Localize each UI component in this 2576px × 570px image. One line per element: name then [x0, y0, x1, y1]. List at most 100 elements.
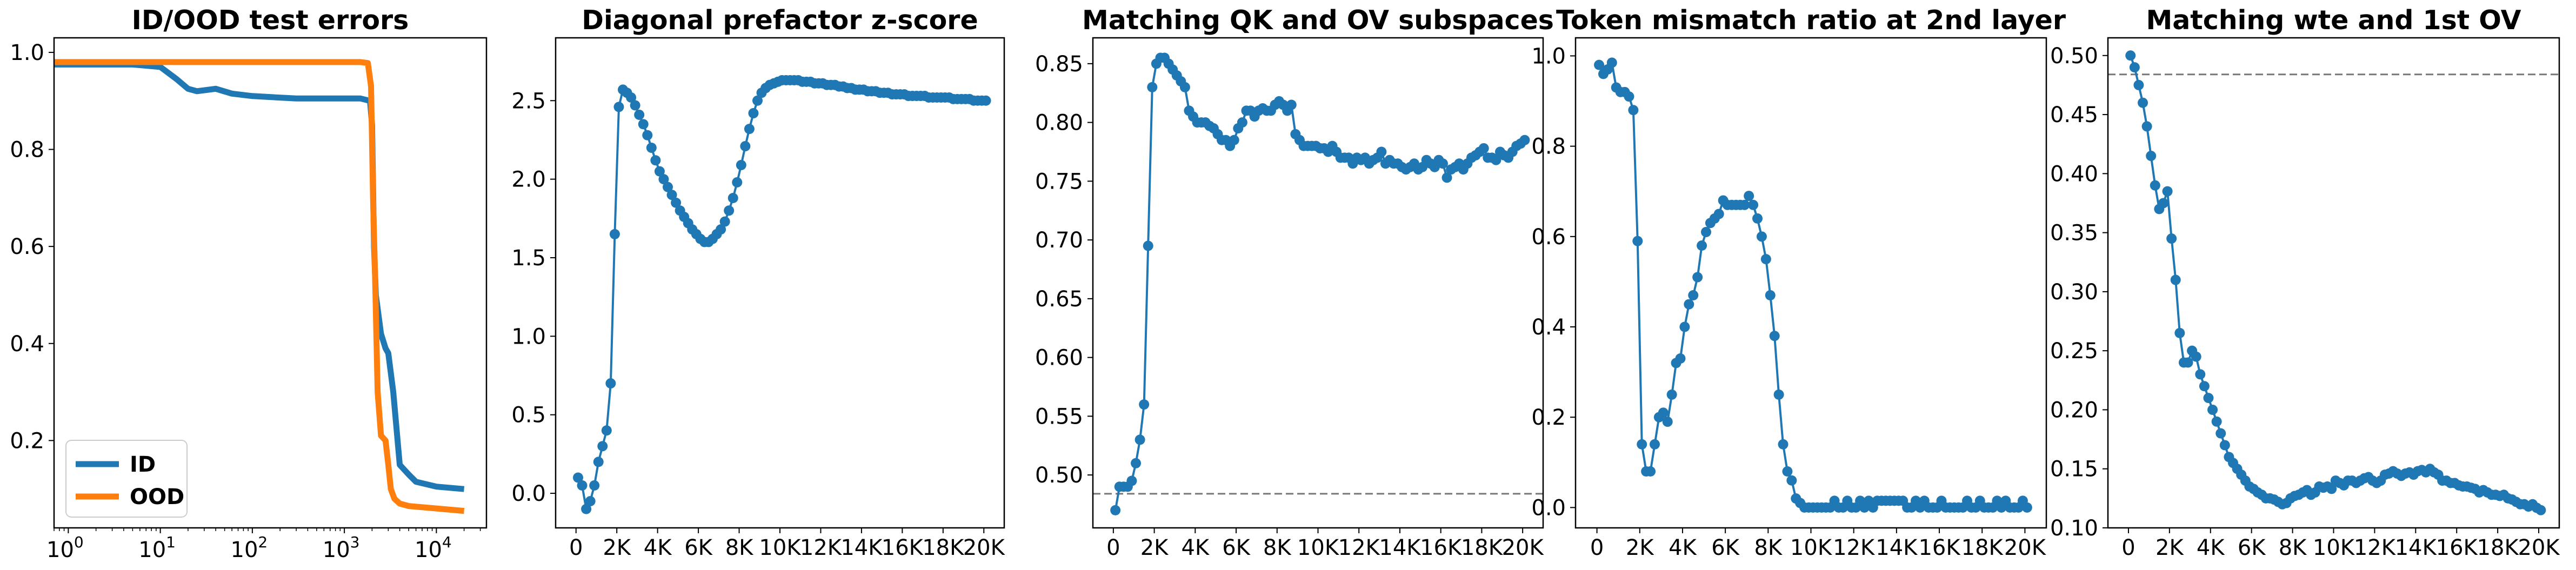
y-tick-label: 0.75	[1035, 169, 1083, 194]
series-line-1	[577, 79, 986, 511]
data-point	[1632, 236, 1643, 246]
x-tick-label: 8K	[1754, 535, 1783, 560]
x-tick-label: 8K	[725, 535, 754, 560]
x-tick-label: 20K	[963, 535, 1006, 560]
data-point	[716, 224, 726, 235]
series-line-ood	[54, 59, 465, 514]
data-point	[626, 92, 637, 103]
y-tick-label: 0.6	[1531, 225, 1566, 250]
x-tick-label: 0	[569, 535, 583, 560]
data-point	[1756, 231, 1767, 242]
y-tick-label: 0.25	[2050, 339, 2098, 364]
x-tick-label: 2K	[2155, 535, 2184, 560]
x-tick-label: 16K	[1918, 535, 1961, 560]
data-point	[601, 425, 612, 436]
x-tick-label: 18K	[1961, 535, 2004, 560]
data-point	[650, 155, 661, 166]
data-point	[2138, 97, 2148, 108]
chart-title: Token mismatch ratio at 2nd layer	[1556, 5, 2066, 36]
y-tick-label: 0.2	[1531, 405, 1566, 430]
plot-area	[1594, 57, 2032, 513]
data-point	[2219, 440, 2230, 451]
x-tick-label: 8K	[1263, 535, 1292, 560]
x-tick-label: 4K	[644, 535, 672, 560]
data-point	[1782, 466, 1793, 477]
data-point	[630, 100, 640, 111]
data-point	[589, 480, 600, 491]
data-point	[2183, 357, 2193, 368]
data-point	[1442, 172, 1452, 183]
data-point	[1179, 82, 1190, 92]
data-point	[1110, 505, 1121, 515]
x-tick-label: 14K	[840, 535, 883, 560]
series-line-id	[54, 61, 465, 492]
data-point	[1692, 272, 1703, 283]
data-point	[748, 108, 759, 119]
x-tick-label: 0	[1590, 535, 1604, 560]
data-point	[1739, 199, 1750, 210]
data-point	[2166, 233, 2177, 244]
data-point	[1134, 434, 1145, 445]
x-tick-label: 4K	[1181, 535, 1210, 560]
data-point	[2133, 79, 2144, 90]
data-point	[1131, 458, 1142, 468]
y-tick-label: 2.0	[511, 167, 546, 192]
x-tick-base: 10	[46, 538, 74, 562]
data-point	[609, 229, 620, 239]
data-point	[663, 182, 673, 192]
axes-frame	[1092, 37, 1544, 529]
data-point	[634, 109, 645, 120]
y-tick-label: 1.0	[1531, 44, 1566, 69]
x-tick-exponent: 0	[74, 533, 84, 551]
data-point	[1594, 59, 1605, 70]
x-tick-label: 4K	[1669, 535, 1697, 560]
axes-frame	[1574, 37, 2047, 529]
data-point	[1760, 254, 1771, 265]
x-tick-base: 10	[231, 538, 258, 562]
data-point	[740, 141, 751, 152]
data-point	[638, 119, 649, 130]
data-point	[1637, 439, 1647, 450]
x-tick-label: 6K	[1711, 535, 1740, 560]
y-tick-label: 0.40	[2050, 162, 2098, 186]
x-tick-label: 10K	[2313, 535, 2355, 560]
data-point	[646, 142, 657, 153]
x-tick-label: 8K	[2279, 535, 2307, 560]
x-tick-label: 18K	[2477, 535, 2520, 560]
y-tick-label: 0.85	[1035, 52, 1083, 77]
data-point	[728, 193, 738, 204]
data-point	[1229, 135, 1239, 145]
chart-title: Matching wte and 1st OV	[2146, 5, 2521, 36]
y-tick-label: 0.55	[1035, 404, 1083, 429]
x-tick-label: 16K	[1420, 535, 1463, 560]
plot-area	[2108, 50, 2559, 515]
data-point	[577, 480, 588, 491]
y-tick-label: 0.4	[1531, 315, 1566, 340]
data-point	[744, 124, 755, 135]
y-tick-label: 0.8	[10, 138, 44, 163]
x-tick-label: 0	[1106, 535, 1120, 560]
data-point	[1765, 290, 1776, 300]
x-tick-label: 101	[138, 533, 176, 562]
data-point	[1744, 191, 1754, 202]
data-point	[1286, 99, 1297, 110]
x-tick-base: 10	[323, 538, 350, 562]
x-tick-exponent: 2	[258, 533, 268, 551]
data-point	[2146, 151, 2157, 162]
x-tick-label: 2K	[603, 535, 631, 560]
chart-title: ID/OOD test errors	[132, 5, 409, 36]
y-tick-label: 0.35	[2050, 221, 2098, 246]
data-point	[671, 197, 682, 208]
data-point	[1786, 475, 1797, 486]
data-point	[980, 95, 991, 106]
x-tick-label: 16K	[882, 535, 924, 560]
data-point	[1713, 209, 1724, 219]
data-point	[1675, 353, 1686, 364]
data-point	[2125, 50, 2136, 61]
data-point	[1688, 290, 1699, 300]
y-tick-label: 0.70	[1035, 228, 1083, 253]
data-point	[752, 95, 763, 106]
data-point	[597, 441, 608, 452]
plot-area	[54, 59, 465, 514]
x-tick-exponent: 4	[442, 533, 452, 551]
